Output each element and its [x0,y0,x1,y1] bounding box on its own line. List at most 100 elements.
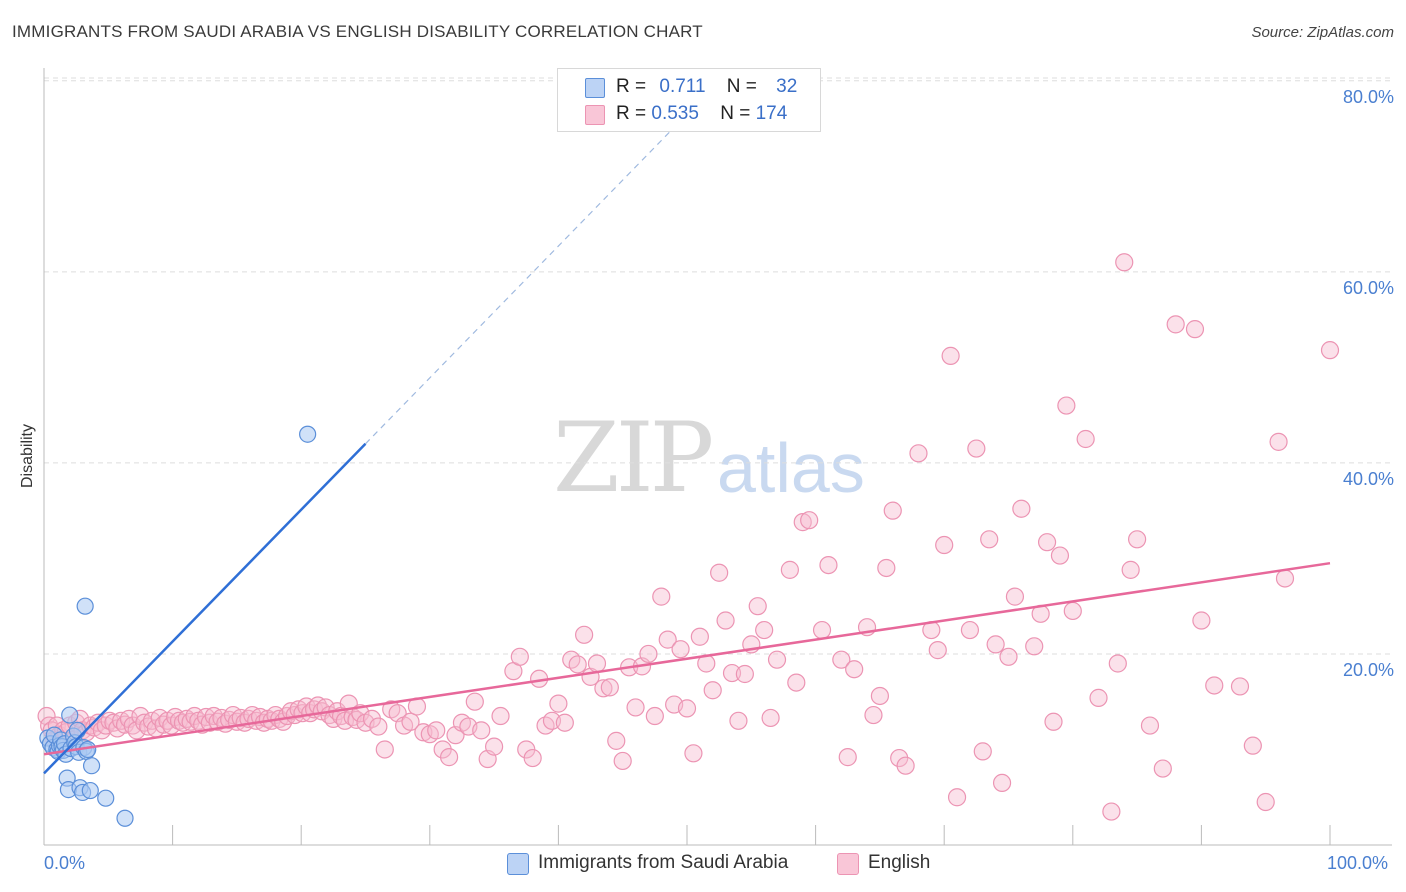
english-point [1089,688,1108,707]
english-point [587,654,607,673]
english-point [375,740,394,759]
english-point [999,647,1018,666]
saudi-trend-line [43,442,367,775]
y-tick-label: 60.0% [1342,278,1394,298]
legend-n-label: N = [726,76,763,97]
english-point [787,673,806,692]
x-tick-label-max: 100.0% [1327,853,1389,873]
english-point [1205,676,1224,695]
english-point [1076,429,1095,449]
english-point [1166,315,1185,334]
saudi-point [81,781,99,800]
english-point [890,748,909,768]
legend-n-value: 32 [776,76,798,97]
english-point [639,644,658,664]
english-point [928,641,947,660]
english-point [986,635,1005,654]
saudi-point [82,757,101,775]
english-point [485,737,504,756]
english-point [909,444,928,463]
english-point [677,699,697,718]
english-point [1025,637,1044,656]
english-point [877,558,896,578]
legend-swatch-blue [585,78,605,98]
english-point [1140,716,1160,735]
english-point [401,712,420,731]
series-label-saudi: Immigrants from Saudi Arabia [538,852,789,873]
english-point [613,751,632,771]
legend-swatch-pink [585,105,605,125]
y-tick-label: 80.0% [1342,87,1394,107]
english-point [755,620,774,640]
series-swatch-saudi [507,853,529,875]
saudi-point [61,706,79,724]
saudi-point [76,597,94,615]
saudi-point [116,809,134,827]
english-point [710,563,729,582]
english-point [594,679,613,698]
english-point [1044,712,1063,731]
chart-title: IMMIGRANTS FROM SAUDI ARABIA VS ENGLISH … [12,22,703,41]
english-point [626,698,645,717]
saudi-point [299,425,317,443]
english-point [1063,601,1082,621]
trend-lines [43,113,1331,775]
english-point [491,706,510,726]
english-point [684,744,703,763]
saudi-trend-extension [365,113,688,445]
english-point [947,788,967,807]
english-point [1115,253,1134,272]
english-point [369,717,388,736]
legend-r-label: R = [616,76,652,97]
english-trend-line [43,561,1331,756]
english-point [883,501,902,520]
english-point [1185,320,1205,339]
english-point [645,706,664,726]
saudi-point [68,721,87,739]
english-point [600,678,619,697]
legend-r-label: R = [616,103,652,124]
english-point [780,560,799,579]
english-point [1005,587,1025,606]
english-point [767,650,787,669]
correlation-legend: R = 0.711 N = 32 R = 0.535 N = 174 [557,68,821,132]
english-point [793,513,812,532]
english-point [1050,546,1070,565]
english-point [1269,432,1288,451]
english-point [549,694,568,713]
english-point [1275,569,1295,588]
english-point [729,711,748,730]
english-point [941,346,960,365]
series-label-english: English [868,852,931,873]
english-point [1127,530,1147,549]
english-point [1102,802,1121,821]
english-point [1012,499,1031,518]
english-point [800,511,819,530]
series-legend: Immigrants from Saudi Arabia English [0,852,1406,878]
watermark-zip: ZIP [553,402,714,514]
english-point [555,713,574,732]
english-point [980,530,999,549]
english-point [832,650,851,669]
english-point [472,721,491,740]
english-point [960,620,980,640]
english-point [1108,654,1127,673]
english-point [864,705,883,725]
english-point [523,748,542,768]
english-point [761,708,780,728]
axes [43,68,1392,846]
english-point [967,439,986,458]
english-point [1057,396,1076,415]
english-point [838,748,857,767]
english-point [722,663,742,683]
legend-row-saudi: R = 0.711 N = 32 [616,76,797,98]
english-point [439,748,459,767]
english-point [575,625,594,644]
english-point [465,692,484,711]
y-tick-label: 40.0% [1342,469,1394,489]
english-point [896,756,915,775]
english-point [690,627,709,646]
legend-r-value: 0.711 [659,76,706,97]
english-point [671,640,690,659]
